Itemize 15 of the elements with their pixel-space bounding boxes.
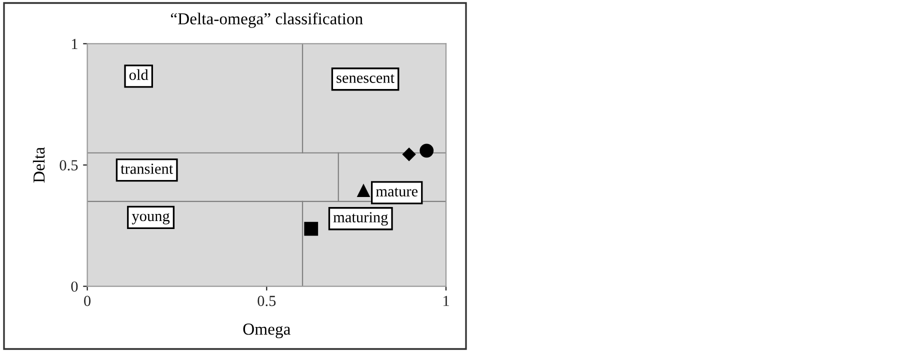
- y-tick-label: 1: [72, 38, 78, 49]
- annotation: transient: [120, 164, 174, 174]
- annotation: old: [129, 69, 148, 80]
- chart-title: “Delta-omega” classification: [170, 12, 363, 28]
- y-axis-title: Delta: [32, 147, 45, 183]
- y-tick-label: 0.5: [60, 160, 78, 171]
- annotation: young: [132, 213, 170, 224]
- annotation: mature: [376, 188, 418, 196]
- x-tick-label: 1: [444, 296, 449, 306]
- y-tick-label: 0: [71, 281, 78, 292]
- annotation: maturing: [333, 212, 388, 226]
- x-axis-title: Omega: [243, 324, 290, 338]
- annotation: senescent: [336, 74, 394, 83]
- x-tick-label: 0.5: [258, 296, 276, 306]
- x-tick-label: 0: [84, 296, 91, 306]
